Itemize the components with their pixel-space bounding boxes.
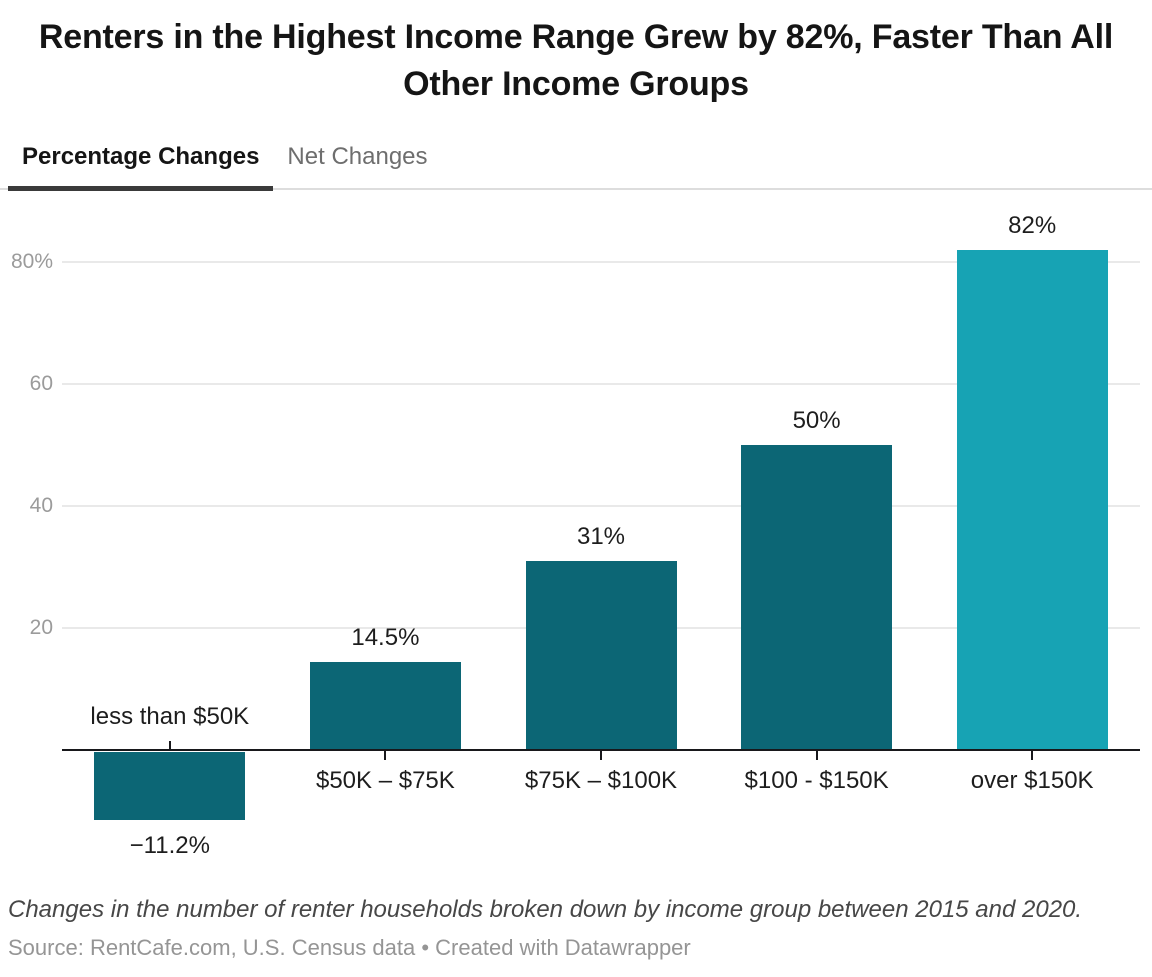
source-text: RentCafe.com, U.S. Census data [89,935,416,960]
tab-bar: Percentage Changes Net Changes [0,140,1152,191]
category-label: $75K – $100K [524,767,678,794]
value-label: −11.2% [129,832,210,860]
y-axis-label: 80% [10,250,53,273]
category-label: less than $50K [90,703,250,730]
bar[interactable] [956,249,1108,750]
gridline [62,383,1140,385]
tab-percentage-changes-label: Percentage Changes [22,143,260,170]
chart-note: Changes in the number of renter househol… [8,896,1083,923]
gridline [62,261,1140,263]
source-separator: • [421,935,430,960]
axis-tick [384,751,387,760]
bar-chart-plot-area: 20 40 60 80% −11.2% less than $50K 14.5% $50K –… [0,190,1152,890]
tab-percentage-changes[interactable]: Percentage Changes [8,140,274,191]
bar[interactable] [309,661,461,750]
y-axis-label: 40 [29,494,53,517]
category-label: over $150K [970,767,1094,794]
tab-net-changes-label: Net Changes [287,143,428,170]
bar[interactable] [94,752,246,821]
y-axis-label: 60 [29,372,53,395]
axis-tick [600,751,602,760]
chart-source-line: Source: RentCafe.com, U.S. Census data •… [8,934,1144,961]
tab-net-changes[interactable]: Net Changes [273,140,441,188]
axis-tick [815,751,818,760]
value-label: 14.5% [351,623,420,651]
category-label: $100 - $150K [744,767,889,794]
chart-footer: Changes in the number of renter househol… [8,895,1144,961]
datawrapper-credit-link[interactable]: Created with Datawrapper [435,935,691,960]
active-tab-indicator [8,186,274,191]
y-axis-label: 20 [29,616,53,639]
axis-tick [168,741,171,750]
source-label: Source: [8,935,84,960]
x-axis-line [62,749,1140,751]
chart-title: Renters in the Highest Income Range Grew… [38,18,1114,103]
value-label: 31% [576,522,626,550]
value-label: 50% [792,407,841,434]
category-label: $50K – $75K [315,767,455,794]
bar[interactable] [741,445,893,750]
gridline [62,505,1140,507]
value-label: 82% [1008,211,1057,239]
axis-tick [1031,751,1034,760]
chart-page: Renters in the Highest Income Range Grew… [0,14,1152,977]
bar[interactable] [525,560,677,750]
